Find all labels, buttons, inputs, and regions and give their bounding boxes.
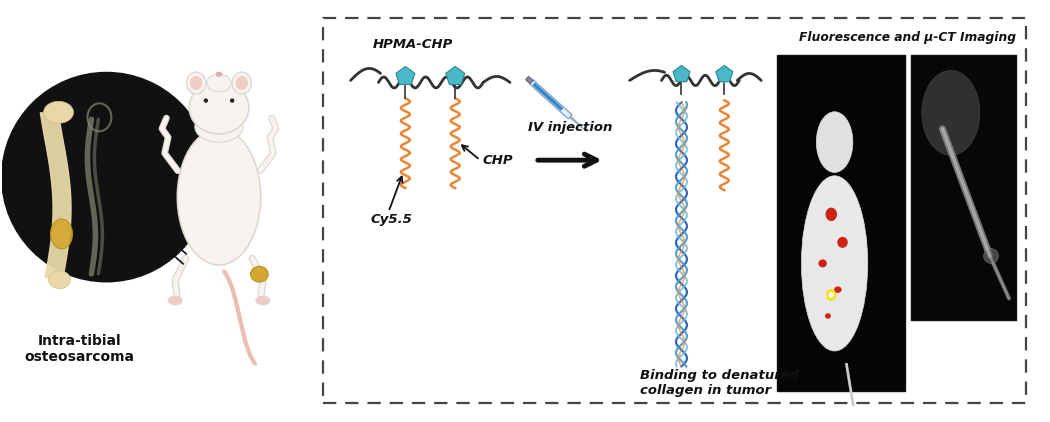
FancyBboxPatch shape — [777, 54, 905, 391]
Text: IV injection: IV injection — [528, 121, 612, 134]
Text: Intra-tibial
osteosarcoma: Intra-tibial osteosarcoma — [24, 334, 134, 364]
Ellipse shape — [828, 292, 834, 298]
Text: Fluorescence and μ-CT Imaging: Fluorescence and μ-CT Imaging — [799, 31, 1016, 43]
Ellipse shape — [834, 287, 842, 293]
Ellipse shape — [251, 266, 268, 282]
Ellipse shape — [232, 72, 251, 94]
Circle shape — [984, 249, 999, 263]
Text: Binding to denatured
collagen in tumor: Binding to denatured collagen in tumor — [639, 370, 799, 398]
Polygon shape — [532, 83, 563, 111]
Ellipse shape — [187, 72, 206, 94]
Polygon shape — [673, 65, 690, 82]
Ellipse shape — [215, 72, 223, 77]
Ellipse shape — [177, 129, 260, 265]
Ellipse shape — [837, 237, 847, 248]
Ellipse shape — [235, 76, 248, 90]
Ellipse shape — [168, 296, 182, 305]
Polygon shape — [569, 116, 587, 132]
Ellipse shape — [195, 111, 244, 142]
Polygon shape — [716, 65, 733, 82]
Ellipse shape — [44, 101, 74, 123]
Polygon shape — [446, 67, 465, 84]
Ellipse shape — [207, 74, 231, 92]
FancyBboxPatch shape — [910, 54, 1016, 319]
Polygon shape — [529, 80, 572, 119]
Ellipse shape — [48, 271, 70, 289]
Ellipse shape — [825, 313, 831, 319]
Polygon shape — [526, 76, 533, 84]
Circle shape — [204, 98, 208, 103]
Ellipse shape — [256, 296, 270, 305]
Ellipse shape — [826, 289, 836, 300]
Circle shape — [2, 73, 211, 282]
Text: HPMA-CHP: HPMA-CHP — [373, 38, 453, 51]
Ellipse shape — [922, 70, 980, 155]
Circle shape — [230, 98, 234, 103]
Ellipse shape — [190, 76, 203, 90]
Ellipse shape — [816, 112, 853, 173]
Text: CHP: CHP — [482, 154, 512, 167]
Ellipse shape — [818, 260, 826, 268]
Ellipse shape — [50, 219, 72, 249]
Polygon shape — [396, 67, 415, 84]
Ellipse shape — [801, 176, 867, 351]
Ellipse shape — [189, 81, 249, 134]
Ellipse shape — [825, 208, 837, 221]
Text: Cy5.5: Cy5.5 — [371, 214, 413, 227]
